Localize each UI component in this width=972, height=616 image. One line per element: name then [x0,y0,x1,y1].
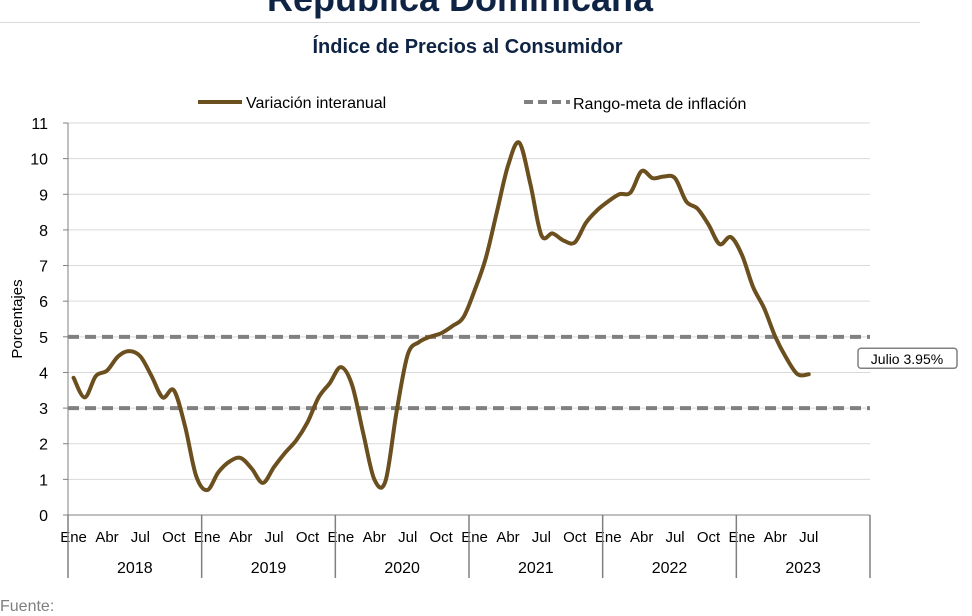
x-tick-label: Jul [665,529,684,546]
y-tick-label: 1 [39,472,48,489]
x-tick-label: Abr [764,529,787,546]
x-tick-label: Abr [229,529,252,546]
x-tick-label: Abr [363,529,386,546]
series-line-variacion-interanual [71,140,811,493]
x-year-label: 2018 [117,560,153,577]
x-tick-label: Oct [162,529,186,546]
x-tick-label: Ene [328,529,355,546]
y-axis-label: Porcentajes [9,279,26,358]
x-tick-label: Jul [799,529,818,546]
x-tick-label: Oct [429,529,453,546]
x-year-label: 2022 [652,560,688,577]
legend-label-variacion-interanual: Variación interanual [246,95,386,112]
page-title: República Dominicana [0,0,920,20]
y-tick-label: 10 [30,152,48,169]
x-tick-label: Oct [296,529,320,546]
x-tick-label: Jul [398,529,417,546]
y-tick-label: 0 [39,508,48,525]
x-tick-label: Ene [194,529,221,546]
legend-label-rango-meta: Rango-meta de inflación [573,96,746,113]
y-tick-label: 5 [39,330,48,347]
x-tick-label: Oct [563,529,587,546]
annotation-label: Julio 3.95% [871,351,943,367]
x-year-label: 2020 [384,560,420,577]
y-tick-label: 3 [39,401,48,418]
y-tick-label: 6 [39,294,48,311]
y-tick-label: 4 [39,365,48,382]
x-tick-label: Ene [461,529,488,546]
x-year-label: 2019 [251,560,287,577]
x-tick-label: Ene [729,529,756,546]
x-tick-label: Abr [496,529,519,546]
x-tick-label: Ene [60,529,87,546]
y-tick-label: 2 [39,437,48,454]
x-tick-label: Jul [532,529,551,546]
x-tick-label: Jul [131,529,150,546]
x-year-label: 2023 [785,560,821,577]
source-note: Fuente: [0,598,55,615]
y-tick-label: 9 [39,187,48,204]
y-tick-label: 11 [31,116,48,133]
title-divider [0,22,920,23]
x-tick-label: Abr [630,529,653,546]
x-year-label: 2021 [518,560,554,577]
y-tick-label: 8 [39,223,48,240]
annotation-box [857,347,958,369]
y-tick-label: 7 [39,259,48,276]
x-tick-label: Jul [264,529,283,546]
chart-subtitle: Índice de Precios al Consumidor [312,36,623,58]
x-tick-label: Abr [95,529,118,546]
x-tick-label: Ene [595,529,622,546]
x-tick-label: Oct [697,529,721,546]
